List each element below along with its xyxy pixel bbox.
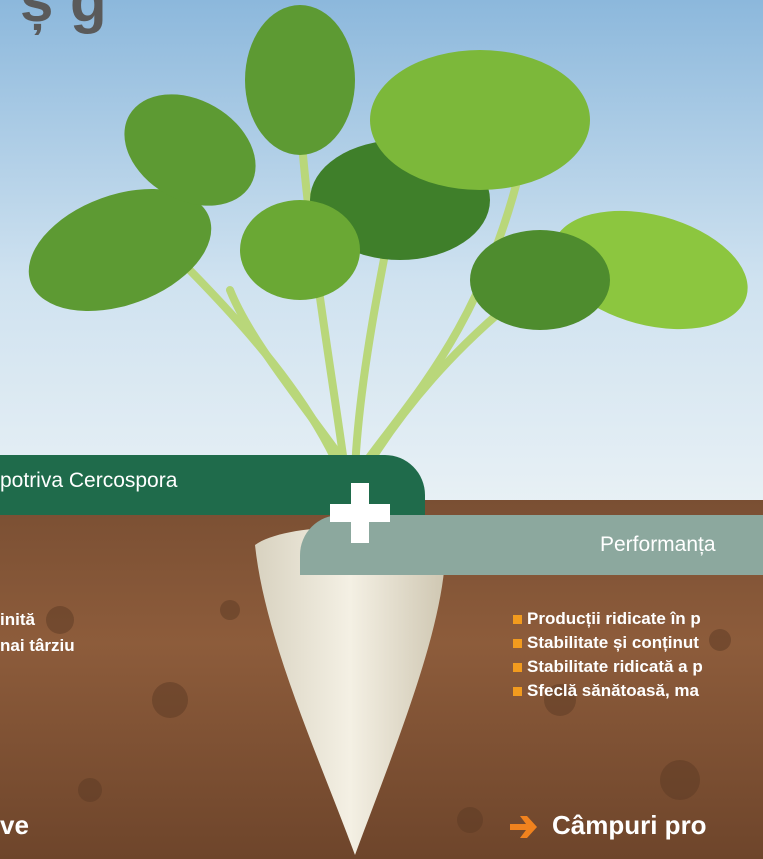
left-tab-label: potriva Cercospora <box>0 469 177 493</box>
bullet-text: Stabilitate ridicată a p <box>527 657 703 677</box>
page: ș g potriva Cercospora Performanța inită… <box>0 0 763 859</box>
bullet-text: Producții ridicate în p <box>527 609 701 629</box>
bullet <box>513 639 522 648</box>
right-link[interactable]: Câmpuri pro <box>552 810 707 841</box>
bullet <box>513 663 522 672</box>
partial-title: ș g <box>20 0 107 35</box>
right-tab-label: Performanța <box>600 533 716 557</box>
left-line: nai târziu <box>0 636 75 656</box>
left-link[interactable]: ve <box>0 810 29 841</box>
bullet-text: Stabilitate și conținut <box>527 633 699 653</box>
plus-icon <box>322 475 398 551</box>
background-image <box>0 0 763 859</box>
arrow-icon <box>508 812 540 842</box>
bullet-text: Sfeclă sănătoasă, ma <box>527 681 699 701</box>
left-line: inită <box>0 610 35 630</box>
bullet <box>513 615 522 624</box>
bullet <box>513 687 522 696</box>
